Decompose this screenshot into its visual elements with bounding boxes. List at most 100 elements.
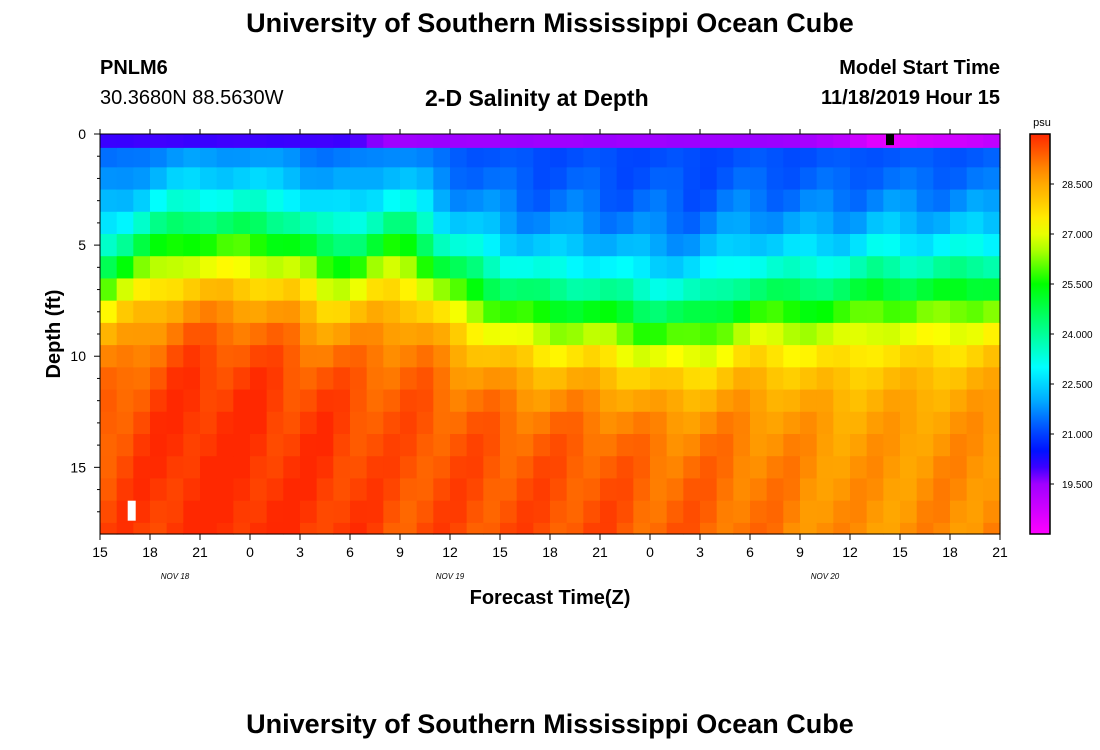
heatmap-cell (466, 167, 484, 191)
heatmap-cell (866, 367, 884, 391)
heatmap-cell (350, 189, 368, 213)
heatmap-cell (633, 167, 651, 191)
heatmap-cell (283, 367, 301, 391)
heatmap-cell (900, 478, 918, 502)
heatmap-cell (966, 434, 984, 457)
heatmap-cell (750, 211, 768, 235)
heatmap-cell (983, 345, 1001, 368)
heatmap-cell (916, 256, 934, 280)
heatmap-cell (966, 134, 984, 149)
heatmap-cell (583, 367, 601, 391)
heatmap-cell (450, 322, 468, 346)
heatmap-cell (583, 456, 601, 480)
heatmap-cell (700, 256, 718, 280)
heatmap-cell (400, 234, 418, 257)
heatmap-cell (766, 211, 784, 235)
heatmap-cell (716, 300, 734, 324)
heatmap-cell (150, 134, 168, 149)
heatmap-cell (433, 322, 451, 346)
heatmap-cell (433, 278, 451, 302)
heatmap-cell (766, 500, 784, 524)
heatmap-cell (333, 478, 351, 502)
heatmap-cell (916, 147, 934, 168)
heatmap-cell (783, 345, 801, 368)
heatmap-cell (800, 411, 818, 435)
heatmap-cell (183, 322, 201, 346)
y-tick-label: 5 (78, 237, 86, 253)
heatmap-cell (383, 456, 401, 480)
heatmap-cell (666, 278, 684, 302)
heatmap-cell (600, 522, 618, 535)
heatmap-cell (366, 211, 384, 235)
heatmap-cell (533, 389, 551, 413)
heatmap-cell (566, 478, 584, 502)
heatmap-cell (783, 522, 801, 535)
heatmap-cell (133, 167, 151, 191)
heatmap-cell (933, 522, 951, 535)
heatmap-cell (633, 278, 651, 302)
heatmap-cell (433, 189, 451, 213)
heatmap-cell (733, 322, 751, 346)
heatmap-cell (600, 500, 618, 524)
heatmap-cell (283, 411, 301, 435)
heatmap-cell (400, 322, 418, 346)
heatmap-cell (900, 300, 918, 324)
heatmap-cell (916, 278, 934, 302)
heatmap-cell (900, 256, 918, 280)
heatmap-cell (633, 345, 651, 368)
heatmap-cell (283, 167, 301, 191)
x-tick-label: 6 (746, 544, 754, 560)
heatmap-cell (816, 167, 834, 191)
station-id: PNLM6 (100, 57, 168, 79)
heatmap-cell (783, 322, 801, 346)
heatmap-cell (850, 278, 868, 302)
heatmap-cell (616, 500, 634, 524)
heatmap-cell (516, 256, 534, 280)
heatmap-cell (683, 147, 701, 168)
heatmap-cell (416, 278, 434, 302)
heatmap-cell (366, 411, 384, 435)
heatmap-cell (716, 456, 734, 480)
colorbar-tick-label: 27.000 (1062, 230, 1093, 241)
heatmap-cell (783, 234, 801, 257)
heatmap-cell (650, 345, 668, 368)
heatmap-cell (216, 322, 234, 346)
heatmap-cell (233, 456, 251, 480)
colorbar-ramp (1029, 133, 1051, 535)
heatmap-cell (416, 300, 434, 324)
heatmap-cell (233, 234, 251, 257)
heatmap-cell (433, 300, 451, 324)
heatmap-cell (533, 322, 551, 346)
heatmap-cell (883, 411, 901, 435)
heatmap-cell (433, 500, 451, 524)
heatmap-cell (666, 478, 684, 502)
heatmap-cell (833, 147, 851, 168)
heatmap-cell (950, 167, 968, 191)
heatmap-cell (966, 500, 984, 524)
heatmap-cell (233, 345, 251, 368)
heatmap-cell (783, 167, 801, 191)
heatmap-cell (250, 189, 268, 213)
heatmap-cell (633, 234, 651, 257)
heatmap-cell (483, 434, 501, 457)
heatmap-cell (850, 389, 868, 413)
heatmap-cell (166, 147, 184, 168)
heatmap-cell (433, 345, 451, 368)
heatmap-cell (866, 300, 884, 324)
heatmap-cell (366, 389, 384, 413)
heatmap-cell (700, 478, 718, 502)
heatmap-cell (183, 478, 201, 502)
heatmap-cell (350, 322, 368, 346)
heatmap-cell (983, 411, 1001, 435)
heatmap-cell (516, 300, 534, 324)
heatmap-cell (566, 411, 584, 435)
heatmap-cell (600, 234, 618, 257)
heatmap-cell (500, 147, 518, 168)
heatmap-cell (383, 345, 401, 368)
heatmap-cell (116, 389, 134, 413)
heatmap-cell (450, 167, 468, 191)
heatmap-cell (350, 367, 368, 391)
heatmap-cell (450, 434, 468, 457)
heatmap-cell (616, 478, 634, 502)
heatmap-cell (200, 456, 218, 480)
